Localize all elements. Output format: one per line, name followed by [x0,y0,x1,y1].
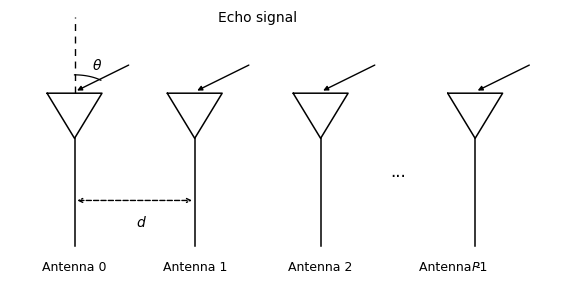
Text: ...: ... [390,163,406,181]
Text: d: d [136,216,145,230]
Text: Antenna 2: Antenna 2 [288,261,353,274]
Text: θ: θ [93,59,102,73]
Text: Antenna 0: Antenna 0 [42,261,107,274]
Text: Echo signal: Echo signal [218,11,297,25]
Text: Antenna: Antenna [419,261,475,274]
Text: -1: -1 [475,261,488,274]
Text: P: P [471,261,479,274]
Text: Antenna 1: Antenna 1 [162,261,227,274]
